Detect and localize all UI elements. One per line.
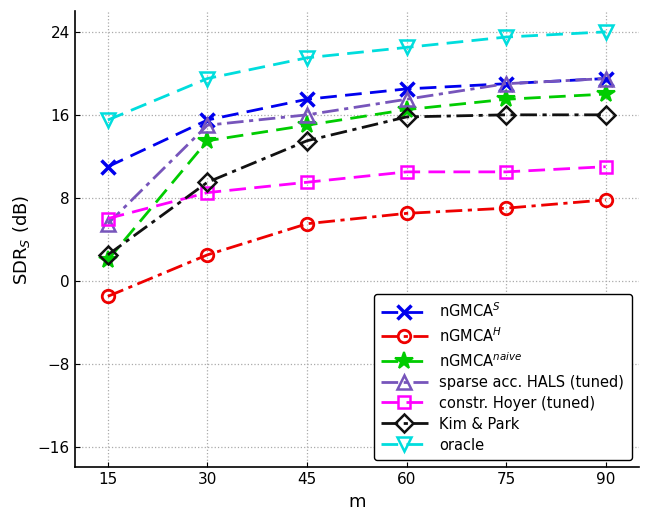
nGMCA$^{naive}$ [203, 138, 211, 144]
Line: nGMCA$^{naive}$: nGMCA$^{naive}$ [99, 85, 615, 269]
Y-axis label: SDR$_S$ (dB): SDR$_S$ (dB) [11, 194, 32, 284]
nGMCA$^H$ [502, 205, 510, 211]
Line: oracle: oracle [101, 25, 613, 127]
constr. Hoyer (tuned) [402, 169, 410, 175]
nGMCA$^S$ [602, 75, 610, 81]
constr. Hoyer (tuned) [303, 179, 311, 185]
constr. Hoyer (tuned) [203, 189, 211, 196]
nGMCA$^S$ [303, 96, 311, 102]
sparse acc. HALS (tuned) [502, 80, 510, 87]
nGMCA$^{naive}$ [502, 96, 510, 102]
nGMCA$^S$ [502, 80, 510, 87]
Kim & Park [104, 252, 112, 258]
constr. Hoyer (tuned) [602, 163, 610, 170]
constr. Hoyer (tuned) [104, 216, 112, 222]
constr. Hoyer (tuned) [502, 169, 510, 175]
nGMCA$^S$ [402, 86, 410, 92]
nGMCA$^H$ [602, 197, 610, 203]
nGMCA$^{naive}$ [602, 91, 610, 97]
nGMCA$^{naive}$ [104, 257, 112, 263]
nGMCA$^{naive}$ [303, 122, 311, 128]
nGMCA$^{naive}$ [402, 106, 410, 113]
Line: constr. Hoyer (tuned): constr. Hoyer (tuned) [101, 160, 612, 225]
Legend: nGMCA$^S$, nGMCA$^H$, nGMCA$^{naive}$, sparse acc. HALS (tuned), constr. Hoyer (: nGMCA$^S$, nGMCA$^H$, nGMCA$^{naive}$, s… [374, 294, 632, 460]
oracle [203, 75, 211, 81]
oracle [104, 117, 112, 123]
nGMCA$^S$ [104, 163, 112, 170]
Line: Kim & Park: Kim & Park [101, 109, 612, 261]
Kim & Park [602, 112, 610, 118]
nGMCA$^H$ [303, 221, 311, 227]
sparse acc. HALS (tuned) [402, 96, 410, 102]
oracle [502, 34, 510, 40]
sparse acc. HALS (tuned) [602, 75, 610, 81]
sparse acc. HALS (tuned) [203, 122, 211, 128]
oracle [303, 55, 311, 61]
Kim & Park [203, 179, 211, 185]
Line: nGMCA$^S$: nGMCA$^S$ [101, 72, 613, 174]
nGMCA$^H$ [104, 293, 112, 300]
sparse acc. HALS (tuned) [303, 112, 311, 118]
nGMCA$^H$ [402, 210, 410, 217]
oracle [402, 44, 410, 51]
Kim & Park [502, 112, 510, 118]
sparse acc. HALS (tuned) [104, 221, 112, 227]
Line: sparse acc. HALS (tuned): sparse acc. HALS (tuned) [101, 72, 613, 231]
nGMCA$^S$ [203, 117, 211, 123]
Line: nGMCA$^H$: nGMCA$^H$ [101, 194, 612, 303]
Kim & Park [303, 138, 311, 144]
nGMCA$^H$ [203, 252, 211, 258]
Kim & Park [402, 114, 410, 120]
X-axis label: m: m [348, 493, 365, 511]
oracle [602, 29, 610, 35]
